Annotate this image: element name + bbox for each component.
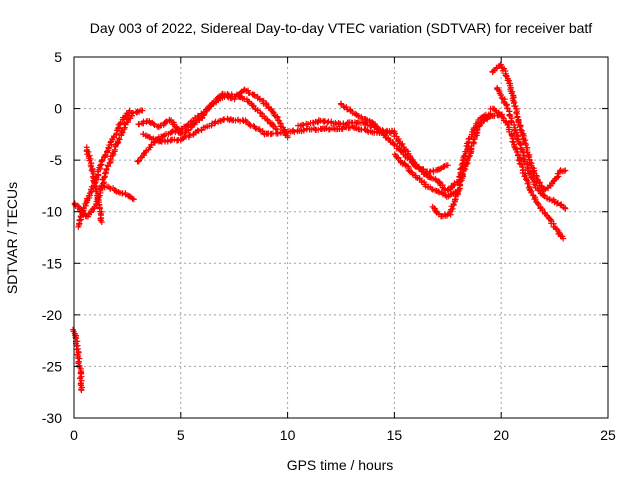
series-arc1 xyxy=(72,107,146,219)
x-tick-label: 10 xyxy=(280,427,296,443)
x-axis-label: GPS time / hours xyxy=(287,457,394,473)
data-point xyxy=(136,121,142,127)
y-tick-label: 5 xyxy=(54,49,62,65)
plot-frame xyxy=(74,57,608,418)
y-tick-label: -20 xyxy=(42,307,62,323)
series-arc15 xyxy=(70,327,85,393)
data-point xyxy=(562,167,568,173)
y-tick-label: -25 xyxy=(42,358,62,374)
y-tick-label: 0 xyxy=(54,101,62,117)
y-tick-label: -10 xyxy=(42,204,62,220)
x-tick-label: 20 xyxy=(493,427,509,443)
x-tick-label: 25 xyxy=(600,427,616,443)
grid-lines xyxy=(74,57,608,418)
series-arc4 xyxy=(99,183,137,203)
series-arc14 xyxy=(488,105,567,241)
x-tick-label: 0 xyxy=(70,427,78,443)
y-tick-label: -30 xyxy=(42,410,62,426)
y-tick-label: -5 xyxy=(50,152,63,168)
chart-title: Day 003 of 2022, Sidereal Day-to-day VTE… xyxy=(90,20,593,36)
chart-canvas: 0 5 10 15 20 25 5 0 -5 -10 -15 -20 -25 -30 Day 003 of… xyxy=(0,0,640,480)
data-point xyxy=(361,126,367,132)
y-axis-label: SDTVAR / TECUs xyxy=(4,182,20,294)
x-tick-label: 15 xyxy=(387,427,403,443)
x-tick-label: 5 xyxy=(177,427,185,443)
data-marks xyxy=(70,61,568,393)
y-tick-label: -15 xyxy=(42,255,62,271)
